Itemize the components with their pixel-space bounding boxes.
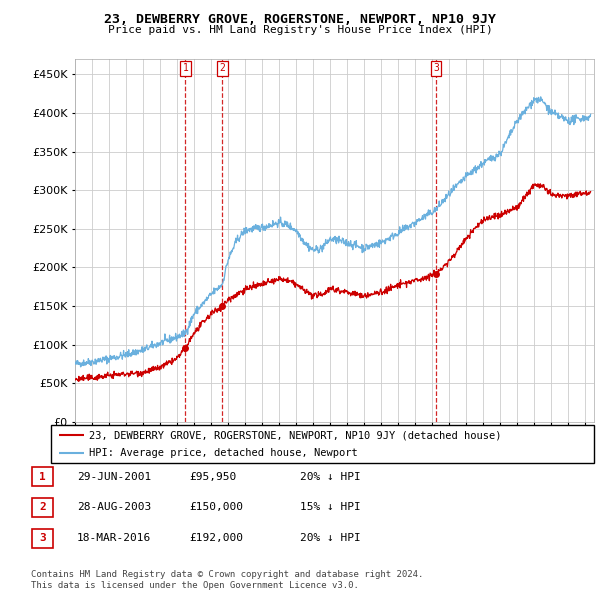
- Text: 18-MAR-2016: 18-MAR-2016: [77, 533, 151, 543]
- Text: 3: 3: [433, 63, 439, 73]
- Text: 28-AUG-2003: 28-AUG-2003: [77, 503, 151, 512]
- Text: 15% ↓ HPI: 15% ↓ HPI: [300, 503, 361, 512]
- Text: Price paid vs. HM Land Registry's House Price Index (HPI): Price paid vs. HM Land Registry's House …: [107, 25, 493, 35]
- Text: £192,000: £192,000: [189, 533, 243, 543]
- Text: 3: 3: [39, 533, 46, 543]
- Text: 1: 1: [182, 63, 188, 73]
- Text: 1: 1: [39, 472, 46, 481]
- Text: 20% ↓ HPI: 20% ↓ HPI: [300, 533, 361, 543]
- Text: 2: 2: [39, 503, 46, 512]
- Text: HPI: Average price, detached house, Newport: HPI: Average price, detached house, Newp…: [89, 448, 358, 458]
- Text: £95,950: £95,950: [189, 472, 236, 481]
- Text: 23, DEWBERRY GROVE, ROGERSTONE, NEWPORT, NP10 9JY: 23, DEWBERRY GROVE, ROGERSTONE, NEWPORT,…: [104, 13, 496, 26]
- Text: £150,000: £150,000: [189, 503, 243, 512]
- Text: 23, DEWBERRY GROVE, ROGERSTONE, NEWPORT, NP10 9JY (detached house): 23, DEWBERRY GROVE, ROGERSTONE, NEWPORT,…: [89, 430, 502, 440]
- Text: 29-JUN-2001: 29-JUN-2001: [77, 472, 151, 481]
- Text: 2: 2: [219, 63, 225, 73]
- Text: Contains HM Land Registry data © Crown copyright and database right 2024.: Contains HM Land Registry data © Crown c…: [31, 570, 424, 579]
- Text: This data is licensed under the Open Government Licence v3.0.: This data is licensed under the Open Gov…: [31, 581, 359, 590]
- Text: 20% ↓ HPI: 20% ↓ HPI: [300, 472, 361, 481]
